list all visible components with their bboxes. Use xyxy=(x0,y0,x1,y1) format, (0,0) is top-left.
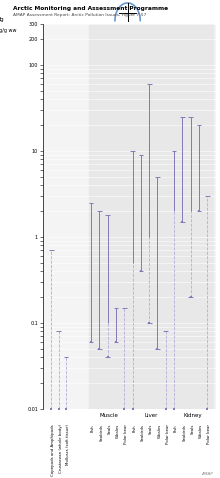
Bar xyxy=(130,24,172,409)
Text: AMAP: AMAP xyxy=(202,472,213,476)
Text: Polar bear: Polar bear xyxy=(207,424,211,444)
Text: Fish: Fish xyxy=(133,424,137,432)
Bar xyxy=(172,24,213,409)
Text: Whales: Whales xyxy=(199,424,203,438)
Text: Fish: Fish xyxy=(91,424,95,432)
Text: Crustacean (whole body): Crustacean (whole body) xyxy=(59,424,63,473)
Text: Molluscs (soft tissue): Molluscs (soft tissue) xyxy=(66,424,70,465)
Text: Seabirds: Seabirds xyxy=(182,424,186,441)
Text: Seals: Seals xyxy=(108,424,112,435)
Text: Seabirds: Seabirds xyxy=(99,424,103,441)
Text: Whales: Whales xyxy=(116,424,120,438)
Text: Muscle: Muscle xyxy=(100,413,119,418)
Text: Seabirds: Seabirds xyxy=(141,424,145,441)
Text: Polar bear: Polar bear xyxy=(166,424,170,444)
Text: Hg: Hg xyxy=(0,17,4,22)
Text: Polar bear: Polar bear xyxy=(124,424,128,444)
Bar xyxy=(89,24,130,409)
Text: Seals: Seals xyxy=(191,424,195,435)
Text: AMAP Assessment Report: Arctic Pollution Issues, Figure 7-57: AMAP Assessment Report: Arctic Pollution… xyxy=(13,13,147,17)
Text: Whales: Whales xyxy=(158,424,161,438)
Text: µg/g ww: µg/g ww xyxy=(0,28,17,33)
Text: Liver: Liver xyxy=(144,413,158,418)
Text: Fish: Fish xyxy=(174,424,178,432)
Text: Seals: Seals xyxy=(149,424,153,435)
Text: Copepods and Amphipods: Copepods and Amphipods xyxy=(51,424,55,476)
Text: Kidney: Kidney xyxy=(183,413,202,418)
Text: Arctic Monitoring and Assessment Programme: Arctic Monitoring and Assessment Program… xyxy=(13,6,168,11)
